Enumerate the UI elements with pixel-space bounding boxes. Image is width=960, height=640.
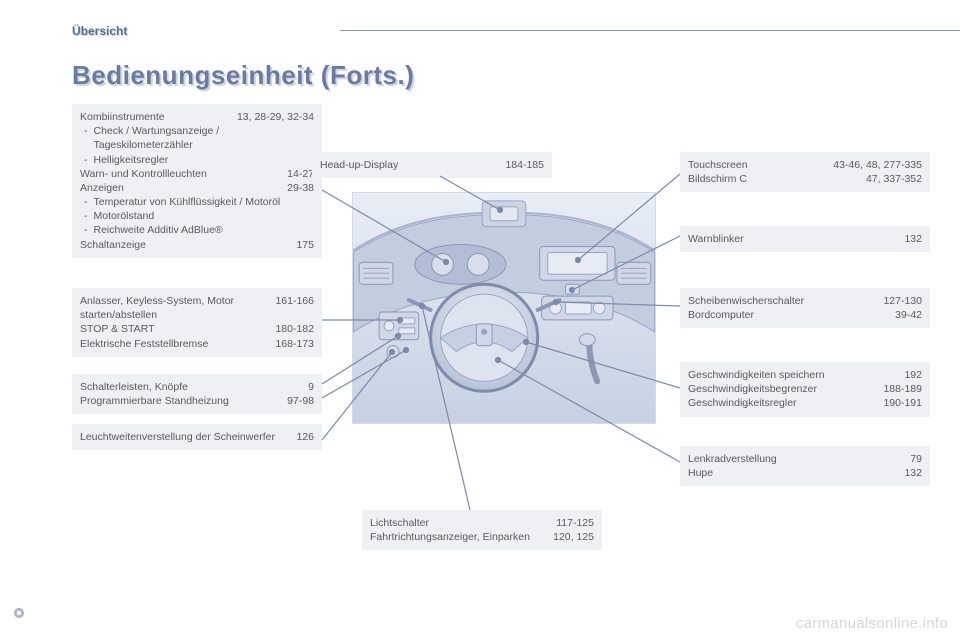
pages: 29-38	[287, 181, 314, 195]
label: Schalterleisten, Knöpfe	[80, 380, 300, 394]
page-title: Bedienungseinheit (Forts.)	[72, 60, 414, 91]
label: Head-up-Display	[320, 158, 497, 172]
label: Warn- und Kontrollleuchten	[80, 167, 279, 181]
label: Schaltanzeige	[80, 238, 288, 252]
pages: 97-98	[287, 394, 314, 408]
label: Hupe	[688, 466, 896, 480]
label: Bildschirm C	[688, 172, 858, 186]
label: Programmierbare Standheizung	[80, 394, 279, 408]
label: Lichtschalter	[370, 516, 548, 530]
header-rule	[340, 30, 960, 31]
section-header: Übersicht	[72, 24, 127, 38]
pages: 79	[910, 452, 922, 466]
pages: 168-173	[275, 337, 314, 351]
label: Anlasser, Keyless-System, Motor starten/…	[80, 294, 267, 322]
pages: 120, 125	[553, 530, 594, 544]
bullet-text: Check / Wartungsanzeige / Tageskilometer…	[94, 124, 315, 152]
bullet-text: Helligkeitsregler	[94, 153, 315, 167]
label: Geschwindigkeitsregler	[688, 396, 875, 410]
label: Elektrische Feststellbremse	[80, 337, 267, 351]
pages: 47, 337-352	[866, 172, 922, 186]
pages: 117-125	[556, 516, 594, 530]
page-indicator-icon	[14, 608, 24, 618]
pages: 9	[308, 380, 314, 394]
dashboard-illustration	[352, 192, 656, 424]
label: Geschwindigkeiten speichern	[688, 368, 896, 382]
callout-lenkrad: Lenkradverstellung 79 Hupe 132	[680, 446, 930, 486]
callout-leuchtweite: Leuchtweitenverstellung der Scheinwerfer…	[72, 424, 322, 450]
callout-warnblinker: Warnblinker 132	[680, 226, 930, 252]
label: Leuchtweitenverstellung der Scheinwerfer	[80, 430, 288, 444]
pages: 188-189	[883, 382, 922, 396]
bullet-dash: -	[84, 195, 88, 209]
pages: 43-46, 48, 277-335	[833, 158, 922, 172]
callout-scheibenwischer: Scheibenwischerschalter 127-130 Bordcompu…	[680, 288, 930, 328]
pages: 180-182	[275, 322, 314, 336]
bullet-text: Motorölstand	[94, 209, 315, 223]
pages: 175	[296, 238, 314, 252]
pages: 39-42	[895, 308, 922, 322]
label: Warnblinker	[688, 232, 896, 246]
label: Touchscreen	[688, 158, 825, 172]
callout-schalterleisten: Schalterleisten, Knöpfe 9 Programmierbare…	[72, 374, 322, 414]
page: Übersicht Bedienungseinheit (Forts.) Kom…	[0, 0, 960, 640]
label: Lenkradverstellung	[688, 452, 902, 466]
label: Geschwindigkeitsbegrenzer	[688, 382, 875, 396]
pages: 161-166	[275, 294, 314, 322]
bullet-dash: -	[84, 153, 88, 167]
pages: 127-130	[883, 294, 922, 308]
pages: 13, 28-29, 32-34	[237, 110, 314, 124]
pages: 126	[296, 430, 314, 444]
dashboard-svg	[353, 193, 655, 423]
bullet-dash: -	[84, 124, 88, 152]
bullet-dash: -	[84, 223, 88, 237]
callout-anlasser: Anlasser, Keyless-System, Motor starten/…	[72, 288, 322, 357]
label: Anzeigen	[80, 181, 279, 195]
callout-touchscreen: Touchscreen 43-46, 48, 277-335 Bildschirm…	[680, 152, 930, 192]
callout-geschwindigkeit: Geschwindigkeiten speichern 192 Geschwind…	[680, 362, 930, 417]
callout-headup: Head-up-Display 184-185	[312, 152, 552, 178]
bullet-dash: -	[84, 209, 88, 223]
label: Scheibenwischerschalter	[688, 294, 875, 308]
pages: 184-185	[505, 158, 544, 172]
label: Kombiinstrumente	[80, 110, 229, 124]
bullet-text: Reichweite Additiv AdBlue®	[94, 223, 315, 237]
pages: 14-27	[287, 167, 314, 181]
callout-kombiinstrumente: Kombiinstrumente13, 28-29, 32-34 -Check …	[72, 104, 322, 258]
label: STOP & START	[80, 322, 267, 336]
pages: 190-191	[883, 396, 922, 410]
pages: 132	[904, 466, 922, 480]
callout-lichtschalter: Lichtschalter 117-125 Fahrtrichtungsanzei…	[362, 510, 602, 550]
watermark: carmanualsonline.info	[796, 615, 948, 632]
pages: 132	[904, 232, 922, 246]
pages: 192	[904, 368, 922, 382]
label: Bordcomputer	[688, 308, 887, 322]
label: Fahrtrichtungsanzeiger, Einparken	[370, 530, 545, 544]
bullet-text: Temperatur von Kühlflüssigkeit / Motoröl	[94, 195, 315, 209]
